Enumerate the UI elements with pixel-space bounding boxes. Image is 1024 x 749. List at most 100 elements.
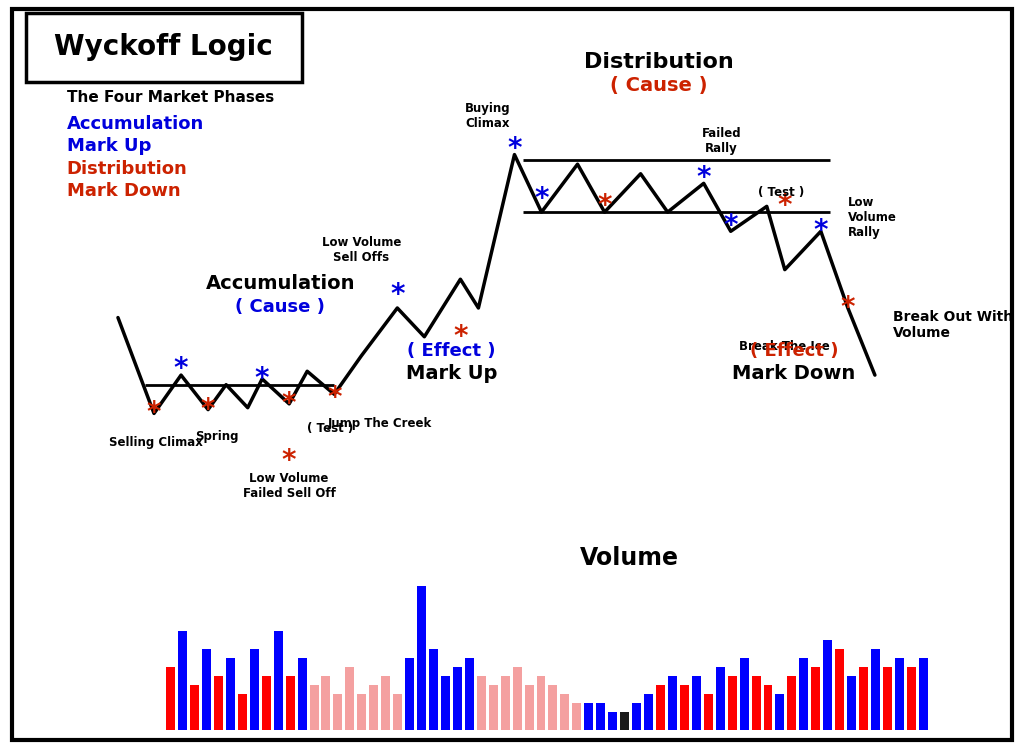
Text: Spring: Spring	[196, 430, 239, 443]
Bar	[262, 676, 270, 730]
Bar	[334, 694, 342, 730]
Bar	[692, 676, 700, 730]
Text: ( Cause ): ( Cause )	[236, 298, 325, 316]
Text: *: *	[327, 384, 341, 412]
Bar	[572, 703, 582, 730]
Text: Volume: Volume	[580, 546, 679, 570]
Text: *: *	[201, 395, 215, 424]
Bar	[895, 658, 904, 730]
Bar	[322, 676, 331, 730]
Bar	[513, 667, 521, 730]
Bar	[919, 658, 928, 730]
Bar	[309, 685, 318, 730]
Text: Distribution: Distribution	[584, 52, 733, 73]
Bar	[883, 667, 892, 730]
Bar	[823, 640, 833, 730]
Bar	[453, 667, 462, 730]
Text: *: *	[696, 163, 711, 192]
Bar	[728, 676, 736, 730]
Text: *: *	[174, 355, 188, 383]
Bar	[656, 685, 665, 730]
Bar	[668, 676, 677, 730]
Bar	[238, 694, 247, 730]
Bar	[417, 586, 426, 730]
Text: ( Test ): ( Test )	[307, 422, 353, 435]
Bar	[752, 676, 761, 730]
Text: Mark Up: Mark Up	[67, 137, 151, 155]
Text: *: *	[390, 281, 404, 309]
Bar	[166, 667, 175, 730]
Text: *: *	[146, 399, 161, 428]
Text: Break Out With
Volume: Break Out With Volume	[893, 309, 1013, 340]
Bar	[465, 658, 474, 730]
Text: *: *	[724, 211, 738, 240]
Bar	[859, 667, 868, 730]
Bar	[836, 649, 844, 730]
Text: *: *	[507, 135, 521, 163]
Bar	[644, 694, 653, 730]
Bar	[703, 694, 713, 730]
Bar	[357, 694, 367, 730]
Text: ( Test ): ( Test )	[758, 187, 804, 199]
Text: *: *	[777, 192, 792, 220]
Bar	[381, 676, 390, 730]
Text: ( Effect ): ( Effect )	[408, 342, 496, 360]
Text: Low
Volume
Rally: Low Volume Rally	[848, 196, 897, 240]
Text: *: *	[535, 185, 549, 213]
Bar	[739, 658, 749, 730]
Text: *: *	[282, 447, 296, 476]
Bar	[775, 694, 784, 730]
Text: Buying
Climax: Buying Climax	[465, 103, 510, 130]
Bar	[393, 694, 402, 730]
Text: Jump The Creek: Jump The Creek	[327, 416, 431, 429]
Bar	[250, 649, 259, 730]
Text: Selling Climax: Selling Climax	[109, 436, 203, 449]
Bar	[787, 676, 797, 730]
Text: Mark Up: Mark Up	[406, 364, 497, 383]
Bar	[871, 649, 880, 730]
Bar	[537, 676, 546, 730]
Bar	[524, 685, 534, 730]
Bar	[811, 667, 820, 730]
Bar	[406, 658, 414, 730]
Text: The Four Market Phases: The Four Market Phases	[67, 90, 273, 105]
Bar	[549, 685, 557, 730]
Text: Wyckoff Logic: Wyckoff Logic	[54, 33, 273, 61]
Bar	[800, 658, 808, 730]
Bar	[441, 676, 450, 730]
Text: Break The Ice: Break The Ice	[739, 340, 830, 353]
Bar	[190, 685, 199, 730]
Bar	[847, 676, 856, 730]
Text: ( Effect ): ( Effect )	[750, 342, 838, 360]
Text: *: *	[814, 217, 828, 245]
Text: Low Volume
Failed Sell Off: Low Volume Failed Sell Off	[243, 473, 336, 500]
Bar	[632, 703, 641, 730]
Text: Mark Down: Mark Down	[67, 182, 180, 200]
Bar	[621, 712, 629, 730]
Text: Failed
Rally: Failed Rally	[701, 127, 741, 155]
Bar	[764, 685, 772, 730]
Bar	[298, 658, 306, 730]
Text: *: *	[597, 192, 611, 220]
Bar	[608, 712, 617, 730]
Bar	[716, 667, 725, 730]
Bar	[501, 676, 510, 730]
Text: Mark Down: Mark Down	[732, 364, 855, 383]
Bar	[178, 631, 187, 730]
Bar	[560, 694, 569, 730]
Bar	[429, 649, 438, 730]
Text: Distribution: Distribution	[67, 160, 187, 178]
Bar	[585, 703, 593, 730]
Text: Accumulation: Accumulation	[206, 274, 355, 293]
Text: Low Volume
Sell Offs: Low Volume Sell Offs	[322, 237, 401, 264]
Bar	[286, 676, 295, 730]
Bar	[226, 658, 234, 730]
Text: Accumulation: Accumulation	[67, 115, 204, 133]
Text: ( Cause ): ( Cause )	[610, 76, 708, 95]
Text: *: *	[454, 323, 468, 351]
Bar	[370, 685, 378, 730]
Bar	[345, 667, 354, 730]
Bar	[477, 676, 485, 730]
Text: *: *	[255, 365, 269, 393]
Bar	[202, 649, 211, 730]
